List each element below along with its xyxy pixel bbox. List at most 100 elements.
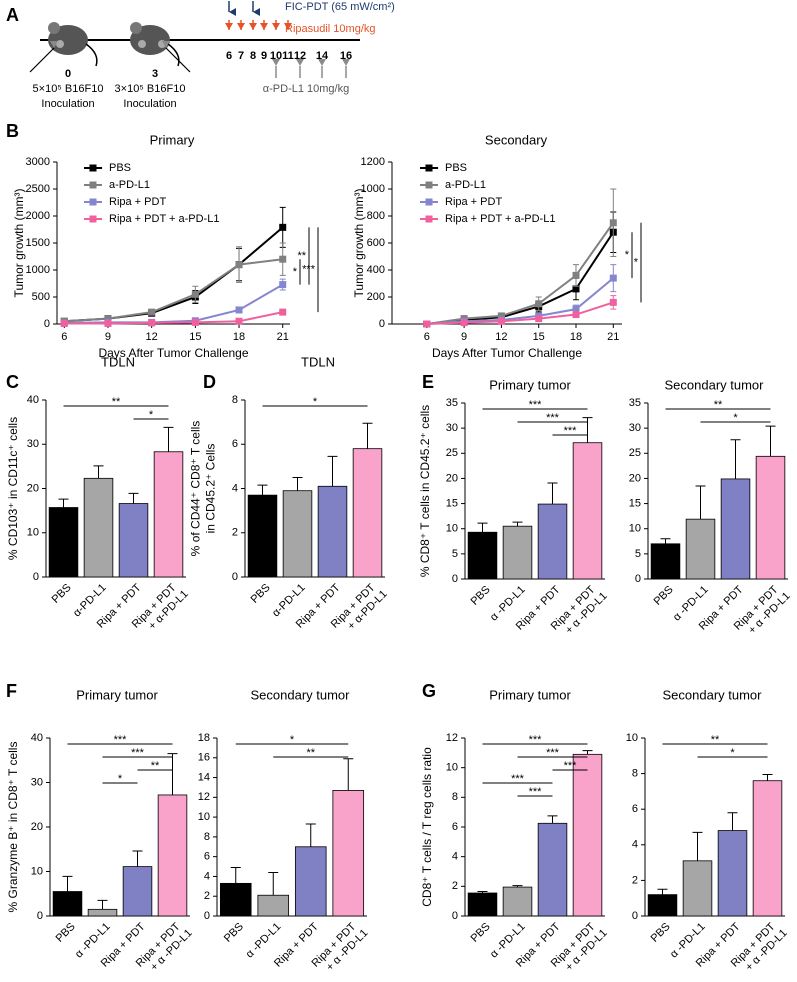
significance-label: ** xyxy=(112,396,121,408)
y-tick-label: 0 xyxy=(452,910,458,922)
mouse-icon xyxy=(130,22,180,67)
x-axis-label: Days After Tumor Challenge xyxy=(98,346,248,360)
y-tick-label: 0 xyxy=(232,571,238,583)
x-tick-label: 18 xyxy=(233,331,245,343)
bar xyxy=(118,503,149,578)
bar xyxy=(247,494,278,578)
chart-title: Primary xyxy=(150,132,195,147)
legend-marker xyxy=(425,181,433,189)
significance-label: ** xyxy=(151,760,160,772)
y-tick-label: 1500 xyxy=(26,237,50,249)
y-tick-label: 10 xyxy=(27,527,39,539)
significance-label: *** xyxy=(302,264,316,276)
chart-title: TDLN xyxy=(101,354,135,369)
y-tick-label: 35 xyxy=(446,397,458,409)
error-bar xyxy=(762,773,773,781)
y-tick-label: 15 xyxy=(446,497,458,509)
bar xyxy=(685,518,716,580)
y-tick-label: 8 xyxy=(204,831,210,843)
y-tick-label: 500 xyxy=(32,291,50,303)
error-bar xyxy=(292,476,303,491)
bar xyxy=(294,846,327,917)
schematic: 0 5×10⁵ B16F10 Inoculation 3 3×10⁵ B16F1… xyxy=(29,1,395,110)
legend-label: PBS xyxy=(445,162,467,174)
data-point xyxy=(609,298,617,306)
series-line xyxy=(64,311,283,325)
y-tick-label: 4 xyxy=(632,839,638,851)
significance-label: *** xyxy=(564,425,578,437)
error-bar xyxy=(477,522,488,533)
y-axis-label: in CD45.2⁺ Cells xyxy=(204,444,218,534)
day-label: 16 xyxy=(340,50,352,62)
y-tick-label: 20 xyxy=(31,821,43,833)
y-tick-label: 400 xyxy=(367,264,385,276)
series-line xyxy=(64,258,283,323)
data-point xyxy=(235,317,243,325)
error-bar xyxy=(547,482,558,505)
data-point xyxy=(279,281,287,289)
cells-label: 5×10⁵ B16F10 xyxy=(33,83,104,95)
bar xyxy=(502,525,533,580)
data-point xyxy=(279,308,287,316)
y-tick-label: 12 xyxy=(198,791,210,803)
y-tick-label: 15 xyxy=(629,497,641,509)
data-point xyxy=(60,319,68,327)
x-tick-label: 15 xyxy=(533,331,545,343)
error-bar xyxy=(97,899,108,910)
error-bar xyxy=(547,815,558,824)
x-tick-label-group: PBS xyxy=(469,584,493,608)
chart-title: Secondary tumor xyxy=(251,687,351,702)
bar xyxy=(219,882,252,917)
y-tick-label: 8 xyxy=(632,768,638,780)
legend-label: Ripa + PDT + a-PD-L1 xyxy=(445,213,555,225)
series-line xyxy=(64,226,284,323)
error-bar xyxy=(327,455,338,487)
bar xyxy=(282,490,313,578)
y-axis-label: CD8⁺ T cells / T reg cells ratio xyxy=(420,747,434,907)
x-tick-label: 21 xyxy=(607,331,619,343)
y-axis-label: % CD103⁺ in CD11c⁺ cells xyxy=(6,417,20,560)
y-tick-label: 600 xyxy=(367,237,385,249)
chart-title: TDLN xyxy=(301,354,335,369)
error-bar xyxy=(343,758,354,791)
y-tick-label: 8 xyxy=(232,394,238,406)
cells-label: 3×10⁵ B16F10 xyxy=(115,83,186,95)
data-point xyxy=(535,300,543,308)
data-point xyxy=(572,305,580,313)
data-point xyxy=(235,261,243,269)
legend-marker xyxy=(425,215,433,223)
day-label: 12 xyxy=(294,50,306,62)
y-tick-label: 1000 xyxy=(26,264,50,276)
y-tick-label: 10 xyxy=(31,865,43,877)
error-bar xyxy=(257,484,268,496)
legend-marker xyxy=(89,198,97,206)
injection-arrow xyxy=(162,41,191,73)
panel-label: F xyxy=(6,681,17,701)
y-tick-label: 800 xyxy=(367,210,385,222)
significance-label: ** xyxy=(711,734,720,746)
ripasudil-label: Ripasudil 10mg/kg xyxy=(285,23,376,35)
antibody-label: α-PD-L1 10mg/kg xyxy=(263,83,349,95)
legend-label: a-PD-L1 xyxy=(109,179,150,191)
significance-label: *** xyxy=(511,773,525,785)
y-tick-label: 20 xyxy=(27,482,39,494)
significance-label: *** xyxy=(529,734,543,746)
x-tick-label: PBS xyxy=(469,921,493,945)
y-tick-label: 10 xyxy=(629,523,641,535)
significance-label: ** xyxy=(306,747,315,759)
y-tick-label: 30 xyxy=(31,776,43,788)
legend-label: Ripa + PDT xyxy=(445,196,502,208)
significance-label: *** xyxy=(114,734,128,746)
significance-label: *** xyxy=(529,399,543,411)
data-point xyxy=(497,312,505,320)
bar xyxy=(467,892,498,917)
data-point xyxy=(460,319,468,327)
error-bar xyxy=(692,831,703,861)
error-bar xyxy=(163,426,174,452)
y-tick-label: 0 xyxy=(33,571,39,583)
data-point xyxy=(104,315,112,323)
error-bar xyxy=(167,753,178,795)
x-tick-label-group: PBS xyxy=(222,921,246,945)
y-tick-label: 0 xyxy=(44,318,50,330)
